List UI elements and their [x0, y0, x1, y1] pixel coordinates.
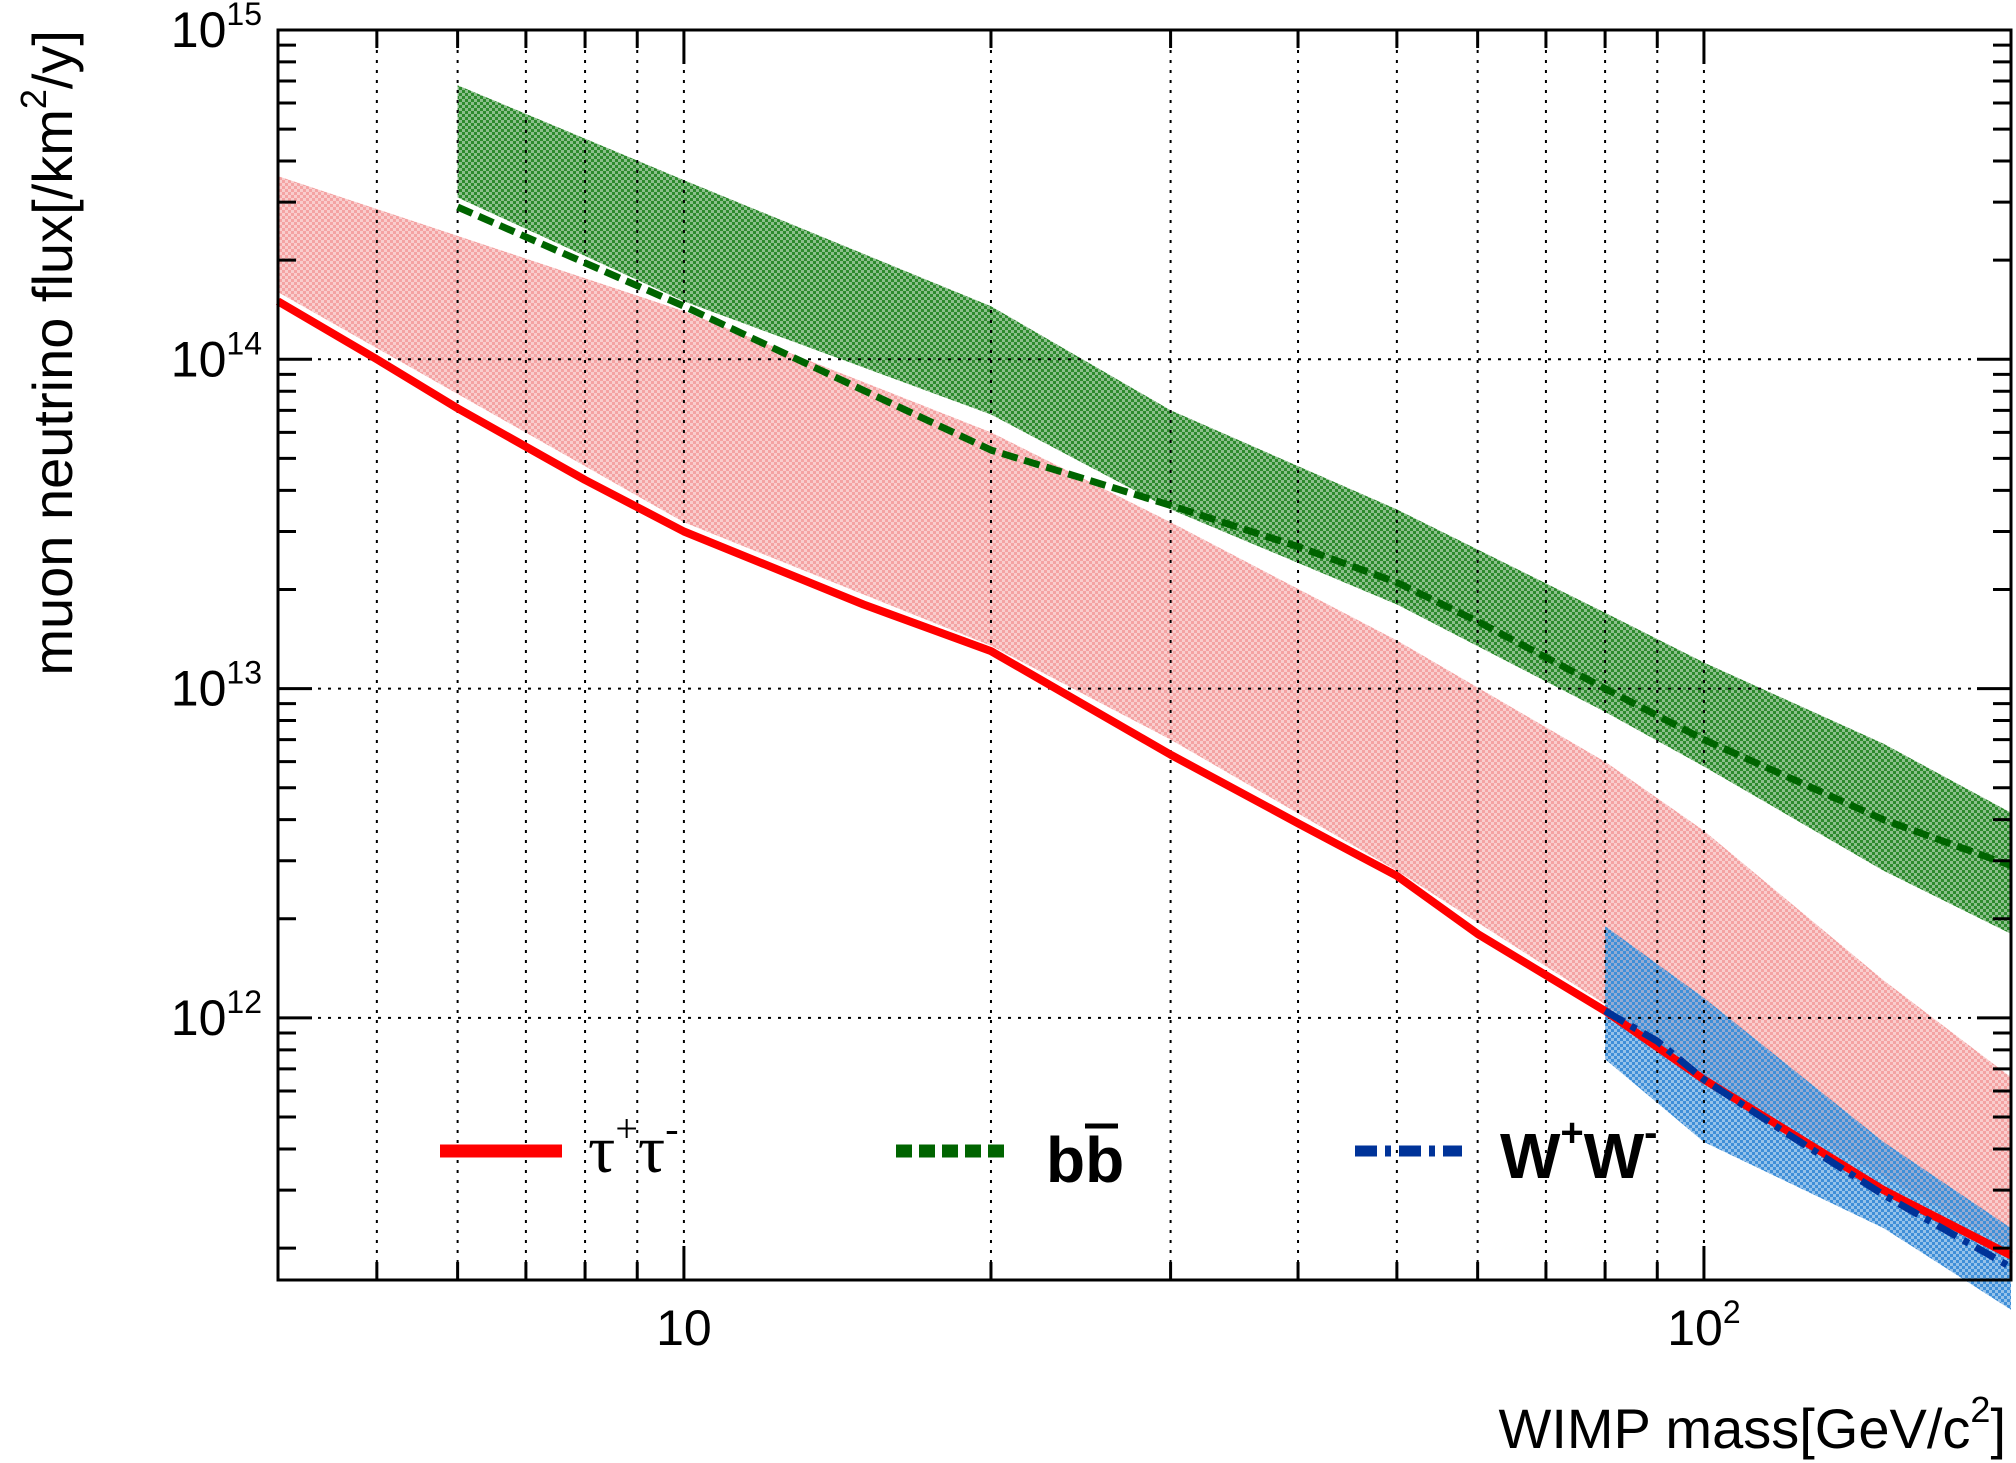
legend-label-bb: bb [1046, 1124, 1124, 1196]
legend-label-ww: W+W- [1500, 1111, 1658, 1192]
y-tick-label: 1014 [171, 325, 262, 387]
tick-labels: 10 102 1012 1013 1014 1015 [171, 0, 1741, 1356]
y-tick-label: 1012 [171, 984, 262, 1046]
band-0 [278, 176, 2011, 1249]
x-axis-title: WIMP mass[GeV/c2] [1498, 1389, 2006, 1460]
uncertainty-bands [278, 85, 2012, 1310]
y-tick-label: 1015 [171, 0, 262, 58]
legend: τ+τ- bb W+W- [440, 1106, 1658, 1196]
band-2 [1605, 926, 2011, 1310]
grid-lines [278, 30, 2011, 1280]
series-line-2 [1603, 1007, 2013, 1271]
y-tick-label: 1013 [171, 655, 262, 717]
x-tick-label: 102 [1667, 1294, 1740, 1356]
series-lines [275, 203, 2013, 1271]
band-1 [457, 85, 2012, 934]
series-line-0 [275, 297, 2013, 1259]
series-line-1 [456, 203, 2013, 869]
y-axis-title: muon neutrino flux[/km2/y] [13, 30, 84, 676]
axis-ticks [276, 28, 2013, 1280]
x-tick-label: 10 [656, 1300, 712, 1356]
plot-frame [276, 28, 2013, 1282]
legend-label-tautau: τ+τ- [588, 1106, 679, 1187]
